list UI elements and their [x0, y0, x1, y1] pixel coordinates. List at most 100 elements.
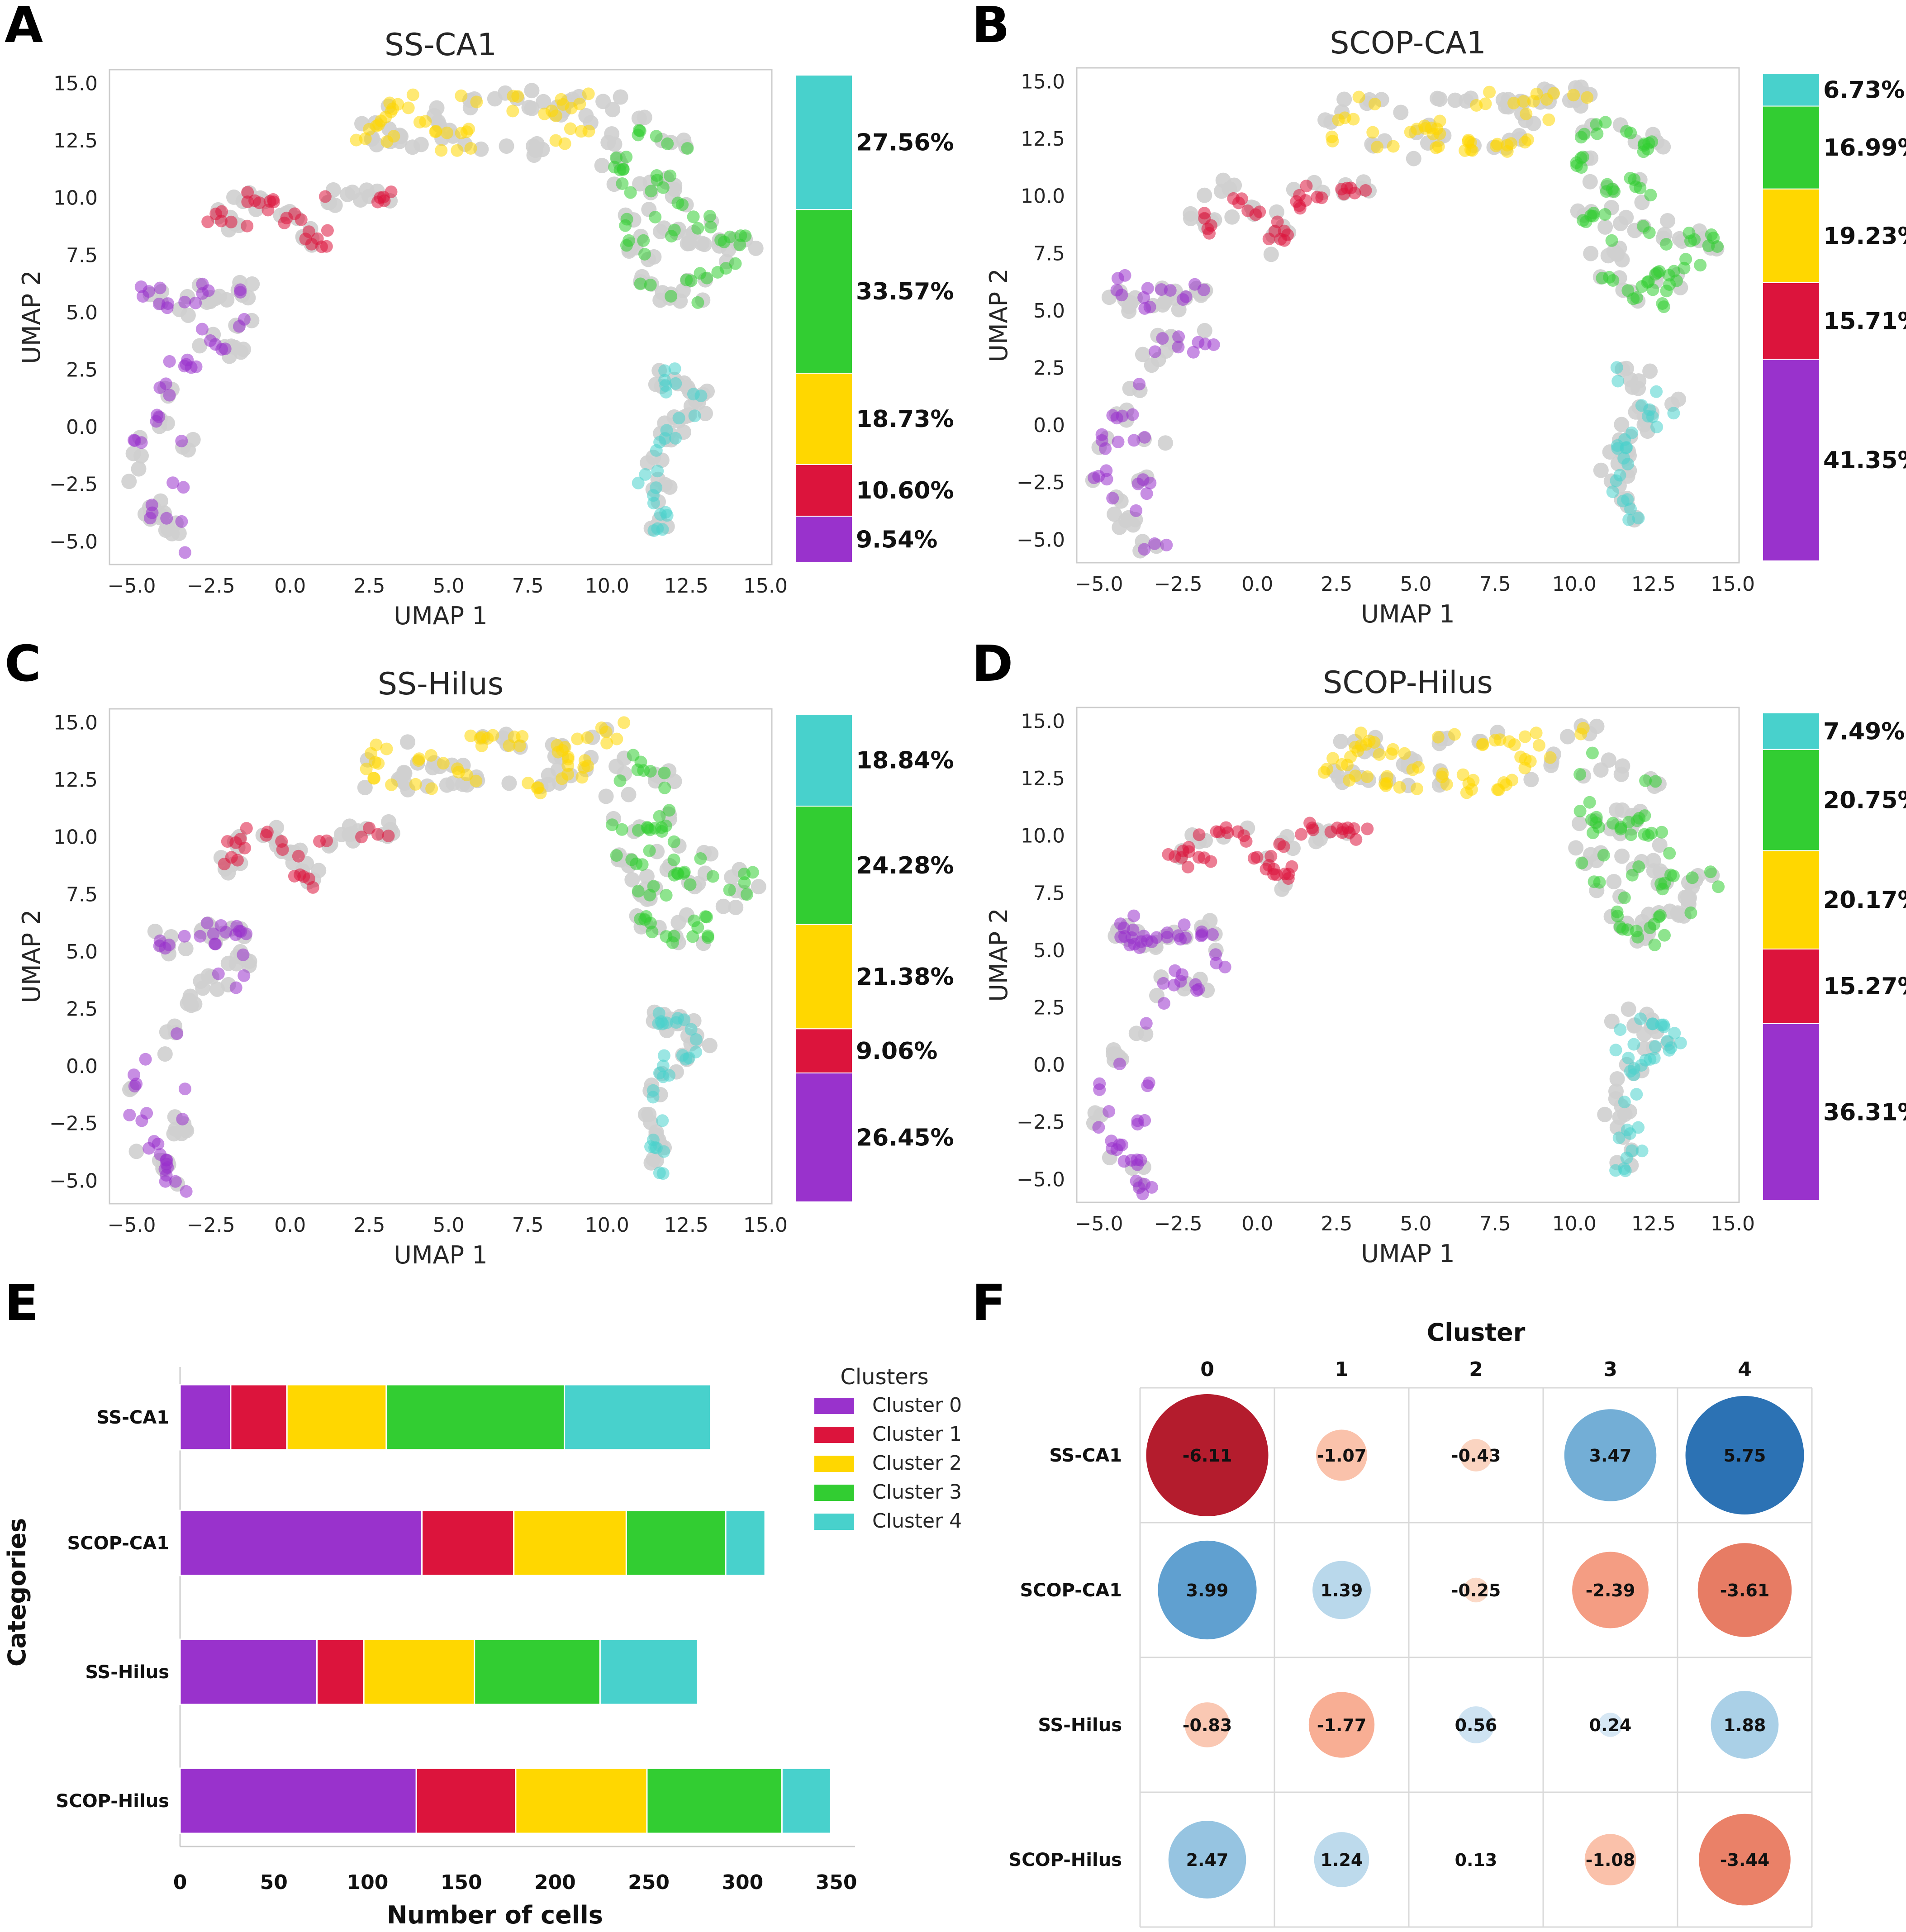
umap-point-cluster-3: [1670, 274, 1683, 287]
umap-axes-frame-b: [1076, 67, 1740, 564]
umap-point-cluster-0: [161, 301, 174, 314]
umap-point-background: [697, 237, 712, 252]
umap-point-cluster-3: [1660, 238, 1673, 251]
bar-segment-cluster-4: [781, 1767, 832, 1834]
heatmap-bubble: [1584, 1834, 1636, 1885]
umap-point-cluster-3: [1649, 775, 1662, 788]
umap-point-cluster-3: [624, 186, 637, 199]
umap-point-cluster-4: [651, 465, 664, 478]
umap-point-cluster-3: [706, 870, 719, 883]
umap-point-cluster-0: [1115, 289, 1128, 302]
umap-ytick-label: −5.0: [49, 530, 98, 553]
umap-ylabel-b: UMAP 2: [984, 268, 1013, 362]
umap-ytick-label: 12.5: [53, 769, 98, 792]
umap-point-background: [637, 1107, 653, 1122]
umap-point-background: [1393, 104, 1409, 120]
umap-point-cluster-2: [1373, 748, 1386, 761]
umap-point-cluster-2: [1398, 747, 1411, 760]
bar-segment-cluster-0: [179, 1638, 318, 1705]
umap-point-cluster-4: [1650, 385, 1663, 398]
umap-point-background: [1317, 112, 1333, 128]
umap-point-cluster-4: [669, 377, 682, 390]
umap-point-cluster-0: [1179, 931, 1192, 945]
heatmap-row-label: SCOP-Hilus: [1008, 1850, 1122, 1870]
umap-point-background: [1495, 92, 1511, 108]
umap-point-cluster-3: [740, 888, 753, 901]
umap-point-cluster-1: [1337, 187, 1350, 200]
umap-point-cluster-3: [681, 142, 694, 155]
umap-point-cluster-3: [1598, 208, 1611, 221]
umap-point-cluster-0: [1172, 341, 1185, 354]
umap-xtick-label: 7.5: [1479, 573, 1511, 596]
umap-point-background: [1560, 729, 1575, 745]
umap-point-cluster-4: [660, 385, 673, 399]
umap-title-c: SS-Hilus: [378, 666, 504, 702]
umap-point-cluster-0: [1133, 378, 1146, 391]
umap-point-cluster-4: [1611, 375, 1625, 388]
composition-percent-label: 27.56%: [856, 129, 954, 157]
umap-point-cluster-3: [658, 781, 671, 794]
umap-ytick-label: 0.0: [66, 416, 98, 439]
umap-point-cluster-3: [644, 279, 657, 292]
umap-point-cluster-2: [1325, 130, 1338, 143]
umap-point-cluster-3: [1607, 816, 1619, 830]
umap-point-cluster-2: [1431, 731, 1445, 744]
umap-point-cluster-0: [237, 948, 250, 961]
composition-segment-cluster-3: [1762, 749, 1820, 851]
umap-panel-d: SCOP-Hilus −5.0 −2.5 0.0 2.5 5.0 7.5 10.0 12.5 15…: [984, 665, 1906, 1268]
umap-xtick-label: 0.0: [274, 574, 306, 598]
umap-point-cluster-1: [1253, 205, 1266, 218]
umap-point-cluster-3: [671, 196, 684, 209]
umap-point-background: [526, 147, 542, 163]
umap-point-background: [662, 479, 678, 495]
heatmap-bubble: [1158, 1540, 1257, 1640]
umap-point-background: [1622, 372, 1638, 388]
umap-point-cluster-2: [402, 101, 415, 114]
umap-point-cluster-3: [1653, 265, 1666, 278]
umap-point-cluster-1: [1220, 821, 1232, 834]
bar-segment-cluster-3: [625, 1510, 727, 1576]
composition-segment-cluster-3: [1762, 105, 1820, 190]
umap-point-cluster-4: [1635, 1144, 1649, 1158]
umap-point-cluster-0: [160, 1154, 173, 1167]
umap-xtick-label: −5.0: [1075, 573, 1123, 596]
umap-point-cluster-3: [704, 221, 717, 234]
umap-point-cluster-2: [470, 774, 483, 788]
umap-point-background: [598, 788, 614, 804]
umap-point-cluster-4: [1619, 1164, 1632, 1177]
umap-point-cluster-2: [1544, 751, 1557, 764]
umap-point-cluster-3: [667, 835, 680, 848]
composition-segment-cluster-2: [1762, 850, 1820, 949]
umap-point-background: [1333, 734, 1349, 750]
umap-ytick-label: 0.0: [66, 1055, 98, 1078]
bar-xtick-label: 250: [628, 1871, 670, 1894]
umap-point-cluster-2: [522, 777, 535, 790]
umap-title-b: SCOP-CA1: [1330, 25, 1486, 61]
umap-point-background: [632, 176, 648, 192]
umap-point-background: [1612, 1110, 1628, 1125]
umap-point-background: [226, 189, 242, 205]
bar-category-label: SS-CA1: [96, 1407, 169, 1428]
umap-point-background: [624, 872, 640, 888]
umap-ytick-label: 5.0: [66, 940, 98, 964]
umap-point-cluster-2: [1326, 752, 1340, 765]
umap-point-cluster-0: [175, 435, 188, 447]
heatmap-value-label: -3.61: [1720, 1581, 1770, 1600]
composition-segment-cluster-0: [795, 1072, 853, 1202]
umap-point-background: [605, 102, 621, 118]
umap-point-cluster-0: [1140, 1017, 1153, 1030]
heatmap-row-label: SS-Hilus: [1038, 1715, 1122, 1736]
umap-xtick-label: 7.5: [512, 574, 544, 598]
umap-point-cluster-0: [1140, 487, 1153, 500]
umap-xtick-label: 5.0: [1400, 1212, 1432, 1235]
umap-ytick-label: 0.0: [1033, 1054, 1065, 1077]
umap-point-background: [1609, 1071, 1625, 1087]
heatmap-value-label: 1.24: [1321, 1850, 1363, 1870]
umap-point-cluster-3: [1644, 189, 1657, 202]
umap-point-cluster-1: [1250, 851, 1264, 864]
umap-point-cluster-0: [1106, 492, 1119, 505]
umap-point-background: [640, 455, 656, 471]
umap-point-background: [1157, 294, 1173, 310]
umap-point-background: [1614, 252, 1630, 268]
umap-point-cluster-0: [1197, 283, 1210, 296]
